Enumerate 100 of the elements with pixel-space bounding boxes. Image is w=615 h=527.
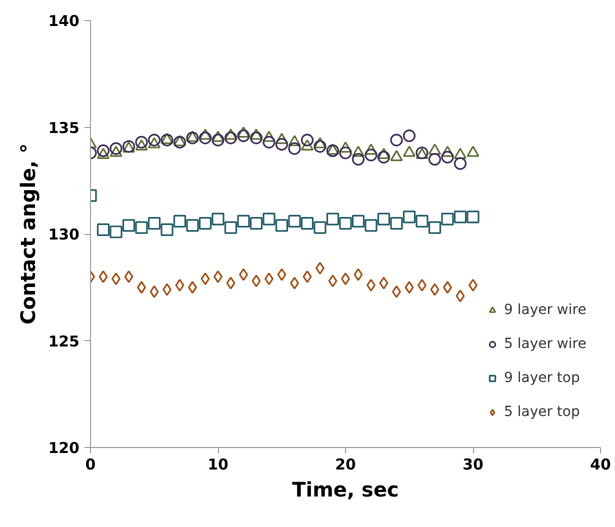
point (98, 270, 108, 283)
point (250, 132, 263, 144)
x-tick-label: 0 (85, 456, 96, 474)
point (148, 137, 161, 148)
point (326, 144, 340, 158)
point (224, 221, 238, 234)
y-tick-label: 125 (48, 332, 80, 350)
point (160, 223, 174, 236)
point (314, 221, 326, 234)
point (186, 130, 199, 142)
point (300, 217, 314, 230)
point (150, 285, 159, 298)
legend-label: 5 layer wire (504, 336, 586, 352)
x-tick-label: 40 (590, 456, 611, 474)
point (430, 283, 440, 296)
point (326, 144, 340, 155)
point (135, 221, 148, 234)
point (466, 210, 480, 224)
point (275, 138, 288, 151)
point (402, 210, 416, 224)
x-tick-label: 30 (462, 456, 484, 474)
point (466, 146, 480, 157)
point (175, 278, 184, 292)
point (300, 134, 314, 146)
point (339, 146, 352, 160)
point (288, 135, 301, 146)
point (352, 152, 365, 166)
point (314, 137, 326, 148)
point (454, 157, 467, 170)
legend-label: 9 layer top (504, 370, 580, 386)
point (124, 270, 134, 283)
legend-label: 9 layer wire (504, 302, 586, 318)
point (377, 150, 390, 164)
point (377, 212, 390, 226)
point (212, 212, 224, 226)
point (352, 146, 365, 157)
point (364, 148, 378, 162)
point (328, 274, 338, 288)
point (352, 214, 365, 228)
point (96, 144, 110, 158)
point (456, 290, 465, 302)
point (135, 139, 148, 150)
point (250, 128, 263, 140)
point (402, 146, 416, 157)
point (237, 214, 250, 228)
point (224, 132, 238, 144)
point (212, 134, 224, 146)
point (198, 217, 212, 230)
x-axis-title: Time, sec (292, 478, 399, 502)
point (262, 136, 276, 148)
point (454, 210, 467, 224)
y-axis-title: Contact angle, ° (16, 143, 40, 325)
point (275, 132, 288, 144)
point (377, 148, 390, 159)
point (122, 219, 136, 232)
point (428, 221, 442, 234)
point (416, 214, 428, 228)
point (402, 130, 416, 142)
point (300, 139, 314, 150)
point (326, 212, 340, 226)
point (198, 128, 212, 140)
point (390, 134, 403, 146)
point (275, 219, 288, 232)
point (441, 150, 454, 164)
point (339, 141, 352, 153)
point (288, 214, 301, 228)
point (135, 136, 148, 148)
point (262, 212, 276, 226)
x-tick-label: 20 (335, 456, 356, 474)
point (110, 226, 122, 238)
point (96, 148, 110, 159)
point (354, 268, 363, 281)
point (364, 144, 378, 155)
point (250, 217, 263, 230)
point (339, 217, 352, 230)
y-tick-label: 140 (48, 12, 80, 30)
point (441, 146, 454, 157)
point (288, 142, 301, 155)
point (454, 148, 467, 159)
point (314, 140, 326, 153)
point (379, 276, 388, 290)
point (186, 219, 199, 232)
point (428, 144, 442, 155)
point (404, 281, 414, 294)
point (390, 217, 403, 230)
point (226, 276, 236, 290)
point (148, 134, 161, 146)
point (224, 128, 238, 140)
point (110, 142, 122, 155)
point (428, 152, 442, 166)
point (212, 130, 224, 142)
y-tick-label: 135 (48, 118, 80, 137)
point (237, 130, 250, 142)
y-tick-label: 130 (48, 226, 80, 244)
point (441, 212, 454, 226)
legend-label: 5 layer top (504, 404, 580, 420)
point (148, 217, 161, 230)
x-tick-label: 10 (208, 456, 228, 474)
point (302, 270, 312, 283)
point (390, 150, 403, 162)
